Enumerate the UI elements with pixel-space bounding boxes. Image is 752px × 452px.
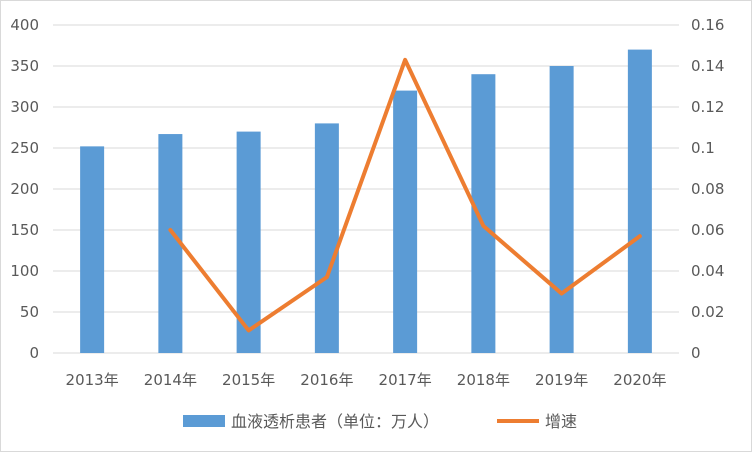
bar	[158, 134, 183, 353]
bar	[471, 74, 496, 353]
right-tick-label: 0.08	[691, 180, 724, 198]
x-tick-label: 2015年	[222, 371, 275, 389]
bar	[393, 90, 418, 353]
legend-line-label: 增速	[545, 412, 577, 431]
left-tick-label: 50	[20, 303, 39, 321]
right-tick-label: 0.16	[691, 16, 724, 34]
x-tick-label: 2013年	[66, 371, 119, 389]
x-tick-label: 2020年	[613, 371, 666, 389]
left-tick-label: 200	[10, 180, 39, 198]
right-tick-label: 0.02	[691, 303, 724, 321]
bar	[549, 66, 574, 353]
right-axis-ticks: 0 0.02 0.04 0.06 0.08 0.1 0.12 0.14 0.16	[691, 16, 724, 362]
right-tick-label: 0	[691, 344, 701, 362]
bar	[80, 146, 105, 353]
right-tick-label: 0.12	[691, 98, 724, 116]
x-tick-label: 2017年	[379, 371, 432, 389]
left-tick-label: 350	[10, 57, 39, 75]
legend: 血液透析患者（单位：万人） 增速	[183, 412, 577, 431]
left-axis-ticks: 0 50 100 150 200 250 300 350 400	[10, 16, 39, 362]
right-tick-label: 0.1	[691, 139, 715, 157]
right-tick-label: 0.06	[691, 221, 724, 239]
bar	[314, 123, 339, 354]
legend-bar-swatch	[183, 415, 225, 427]
line-series	[168, 57, 642, 333]
x-tick-label: 2018年	[457, 371, 510, 389]
bar	[236, 131, 261, 353]
x-tick-label: 2016年	[300, 371, 353, 389]
right-tick-label: 0.14	[691, 57, 724, 75]
x-axis-ticks: 2013年 2014年 2015年 2016年 2017年 2018年 2019年 2020年	[66, 371, 667, 389]
left-tick-label: 100	[10, 262, 39, 280]
bar	[627, 49, 652, 353]
left-tick-label: 400	[10, 16, 39, 34]
left-tick-label: 250	[10, 139, 39, 157]
legend-bar-label: 血液透析患者（单位：万人）	[231, 412, 439, 431]
left-tick-label: 150	[10, 221, 39, 239]
left-tick-label: 300	[10, 98, 39, 116]
x-tick-label: 2019年	[535, 371, 588, 389]
bar-series	[80, 49, 652, 354]
left-tick-label: 0	[29, 344, 39, 362]
right-tick-label: 0.04	[691, 262, 724, 280]
gridlines	[53, 24, 679, 354]
x-tick-label: 2014年	[144, 371, 197, 389]
